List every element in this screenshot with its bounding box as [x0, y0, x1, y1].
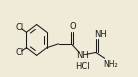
Text: Cl: Cl — [15, 23, 24, 32]
Text: NH: NH — [76, 51, 88, 60]
Text: Cl: Cl — [15, 48, 24, 57]
Text: HCl: HCl — [75, 62, 89, 71]
Text: NH₂: NH₂ — [103, 60, 118, 69]
Text: NH: NH — [94, 30, 107, 39]
Text: O: O — [69, 22, 76, 31]
